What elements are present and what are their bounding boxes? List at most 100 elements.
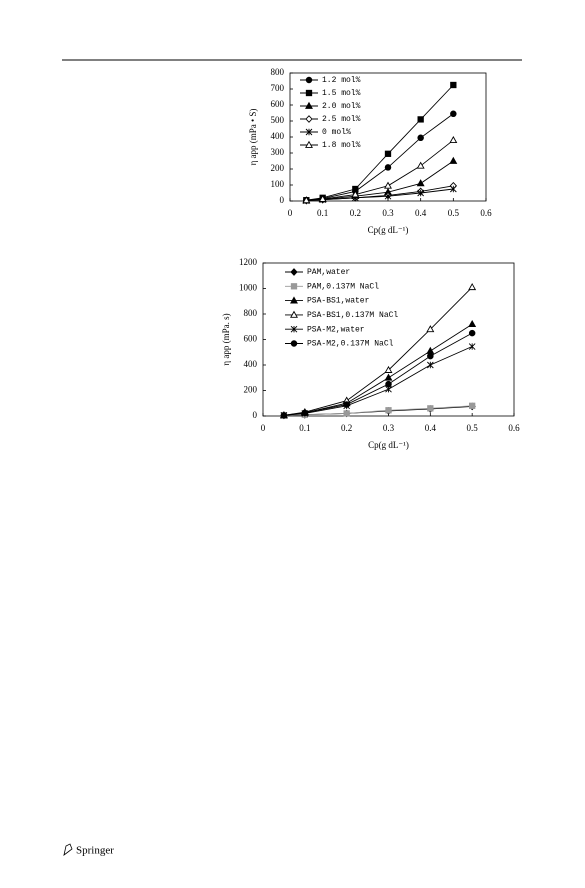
x-tick-label: 0 bbox=[288, 208, 293, 218]
data-point bbox=[385, 380, 392, 388]
y-axis-label: η app (mPa • S) bbox=[248, 109, 258, 166]
data-point bbox=[469, 402, 476, 409]
data-point bbox=[427, 361, 434, 369]
legend-label: 2.5 mol% bbox=[322, 115, 361, 124]
data-point bbox=[426, 346, 435, 354]
y-tick-label: 0 bbox=[253, 410, 258, 420]
x-tick-label: 0.2 bbox=[350, 208, 361, 218]
legend-label: PAM,0.137M NaCl bbox=[307, 282, 379, 291]
legend-marker bbox=[305, 115, 313, 123]
series-line bbox=[283, 286, 473, 416]
data-point bbox=[417, 116, 424, 123]
springer-logo bbox=[63, 843, 73, 856]
y-tick-label: 500 bbox=[271, 115, 285, 125]
legend-marker bbox=[305, 101, 313, 109]
y-tick-label: 400 bbox=[271, 131, 285, 141]
x-tick-label: 0.3 bbox=[383, 423, 395, 433]
data-point bbox=[384, 164, 392, 171]
data-point bbox=[426, 325, 435, 333]
x-tick-label: 0.3 bbox=[382, 208, 394, 218]
data-point bbox=[450, 81, 457, 89]
y-tick-label: 200 bbox=[244, 385, 258, 395]
legend-marker bbox=[305, 76, 313, 84]
legend-marker bbox=[290, 310, 298, 318]
data-point bbox=[468, 343, 476, 350]
y-tick-label: 200 bbox=[271, 163, 285, 173]
data-point bbox=[427, 405, 434, 412]
data-point bbox=[384, 181, 392, 189]
data-point bbox=[468, 283, 477, 291]
x-tick-label: 0.1 bbox=[317, 208, 328, 218]
data-point bbox=[384, 150, 392, 157]
x-axis-label: Cp(g dL⁻¹) bbox=[368, 440, 409, 450]
y-tick-label: 1200 bbox=[239, 257, 258, 267]
legend-marker bbox=[290, 296, 298, 304]
y-tick-label: 600 bbox=[271, 99, 285, 109]
legend-marker bbox=[305, 128, 313, 136]
x-tick-label: 0.4 bbox=[415, 208, 427, 218]
data-point bbox=[343, 401, 350, 408]
legend-marker bbox=[305, 140, 313, 148]
series-line bbox=[306, 160, 454, 201]
data-point bbox=[450, 110, 457, 118]
legend-label: 1.5 mol% bbox=[322, 89, 361, 98]
legend-label: PSA-M2,water bbox=[307, 325, 365, 334]
data-point bbox=[427, 352, 434, 360]
legend-label: 1.2 mol% bbox=[322, 76, 361, 85]
data-point bbox=[468, 329, 476, 337]
data-point bbox=[384, 365, 393, 373]
series-line bbox=[306, 139, 454, 201]
legend-label: 1.8 mol% bbox=[322, 141, 361, 150]
data-point bbox=[416, 179, 425, 187]
legend-label: PSA-BS1,water bbox=[307, 297, 370, 306]
data-point bbox=[449, 135, 458, 144]
chart: 0 100 200 300 400 500 600 700 800 0 0.1 0.2 0.3 0.4 0.… bbox=[248, 67, 492, 235]
x-tick-label: 0.5 bbox=[448, 208, 460, 218]
data-point bbox=[449, 156, 458, 164]
legend-label: 2.0 mol% bbox=[322, 102, 361, 111]
y-tick-label: 700 bbox=[271, 83, 285, 93]
data-point bbox=[417, 134, 424, 142]
legend-label: PAM,water bbox=[307, 268, 350, 277]
y-tick-label: 600 bbox=[244, 334, 258, 344]
series-line bbox=[283, 346, 473, 416]
legend-marker bbox=[290, 283, 298, 290]
x-tick-label: 0.6 bbox=[508, 423, 520, 433]
x-tick-label: 0 bbox=[261, 423, 266, 433]
y-tick-label: 1000 bbox=[239, 283, 258, 293]
data-point bbox=[301, 409, 309, 417]
data-point bbox=[280, 412, 288, 419]
data-point bbox=[468, 319, 477, 328]
y-tick-label: 300 bbox=[271, 147, 285, 157]
data-point bbox=[450, 185, 457, 193]
y-tick-label: 800 bbox=[271, 67, 285, 77]
legend-marker bbox=[305, 89, 313, 97]
data-point bbox=[385, 407, 392, 414]
x-tick-label: 0.5 bbox=[467, 423, 479, 433]
legend-marker bbox=[290, 340, 298, 347]
chart: 0 200 400 600 800 1000 1200 0 0.1 0.2 0.3 0.4 0.5 0.6… bbox=[221, 257, 520, 450]
legend-label: PSA-M2,0.137M NaCl bbox=[307, 340, 394, 349]
legend-marker bbox=[290, 268, 298, 276]
publisher: Springer bbox=[76, 845, 114, 857]
y-tick-label: 100 bbox=[271, 179, 285, 189]
data-point bbox=[318, 194, 327, 202]
legend-label: PSA-BS1,0.137M NaCl bbox=[307, 311, 398, 320]
data-point bbox=[302, 196, 311, 204]
x-tick-label: 0.6 bbox=[480, 208, 492, 218]
legend-label: 0 mol% bbox=[322, 128, 351, 137]
legend-marker bbox=[290, 325, 298, 333]
data-point bbox=[343, 410, 350, 417]
y-tick-label: 800 bbox=[244, 308, 258, 318]
x-tick-label: 0.1 bbox=[299, 423, 310, 433]
data-point bbox=[416, 161, 425, 169]
series-line bbox=[283, 323, 473, 416]
y-axis-label: η app (mPa. s) bbox=[221, 313, 231, 365]
data-point bbox=[417, 189, 424, 197]
data-point bbox=[351, 190, 360, 198]
y-tick-label: 0 bbox=[280, 195, 285, 205]
series-line bbox=[283, 332, 473, 416]
x-axis-label: Cp(g dL⁻¹) bbox=[368, 225, 409, 235]
